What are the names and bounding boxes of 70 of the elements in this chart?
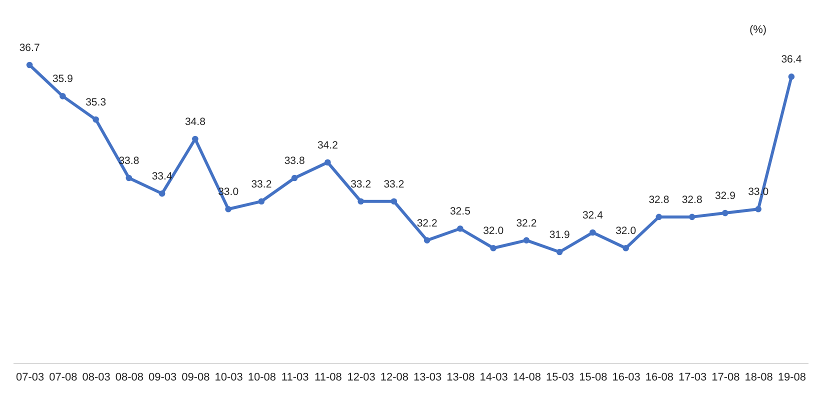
x-tick-label: 11-08 xyxy=(314,372,342,384)
point xyxy=(656,214,662,220)
x-tick-label: 15-08 xyxy=(579,372,608,384)
data-label: 32.0 xyxy=(483,225,504,238)
x-tick-label: 08-03 xyxy=(82,372,110,384)
point xyxy=(622,244,629,252)
point xyxy=(722,210,728,216)
x-tick-label: 16-08 xyxy=(645,372,674,384)
data-label: 33.4 xyxy=(152,170,172,183)
text: (%) xyxy=(749,24,767,36)
data-label: 35.3 xyxy=(86,96,106,109)
x-tick-label: 07-08 xyxy=(49,372,78,384)
x-tick-label: 17-08 xyxy=(712,372,740,384)
point xyxy=(457,225,464,232)
x-tick-label: 09-08 xyxy=(182,372,210,384)
point xyxy=(523,237,530,244)
x-tick-label: 12-03 xyxy=(347,372,376,384)
data-label: 36.4 xyxy=(781,54,802,66)
data-label: 32.8 xyxy=(648,194,670,206)
data-label: 32.2 xyxy=(416,217,438,230)
x-tick-label: 17-03 xyxy=(678,372,707,384)
x-tick-label: 19-08 xyxy=(778,372,806,384)
data-label: 31.9 xyxy=(549,229,570,241)
data-label: 33.2 xyxy=(384,178,404,190)
data-label: 36.7 xyxy=(19,42,40,54)
x-tick-label: 09-03 xyxy=(148,372,177,384)
point xyxy=(390,198,398,205)
point xyxy=(788,74,795,80)
x-tick-label: 08-08 xyxy=(115,372,144,384)
x-tick-label: 10-03 xyxy=(214,372,243,384)
x-tick-label: 14-08 xyxy=(512,372,542,384)
data-label: 32.8 xyxy=(682,194,702,206)
point xyxy=(60,93,66,100)
x-tick-label: 14-03 xyxy=(480,372,508,384)
point xyxy=(324,159,331,166)
point xyxy=(258,198,265,205)
data-label: 34.8 xyxy=(184,116,206,128)
point xyxy=(490,244,496,252)
point xyxy=(755,206,762,212)
data-label: 32.0 xyxy=(616,225,636,238)
x-tick-label: 07-03 xyxy=(16,372,44,384)
data-label: 32.2 xyxy=(516,217,537,230)
point xyxy=(291,174,298,182)
point xyxy=(590,229,596,236)
point xyxy=(424,237,430,244)
x-tick-label: 10-08 xyxy=(248,372,276,384)
data-label: 33.8 xyxy=(284,154,305,167)
point xyxy=(192,136,198,142)
x-tick-label: 13-08 xyxy=(446,372,475,384)
x-tick-label: 18-08 xyxy=(744,372,773,384)
x-tick-label: 12-08 xyxy=(380,372,409,384)
data-label: 32.9 xyxy=(714,190,736,202)
data-label: 35.9 xyxy=(52,73,74,86)
point xyxy=(358,198,364,205)
point xyxy=(158,190,166,197)
data-label: 32.5 xyxy=(450,206,471,218)
data-label: 33.2 xyxy=(251,178,272,190)
point xyxy=(92,116,99,123)
x-tick-label: 13-03 xyxy=(413,372,442,384)
data-label: 33.2 xyxy=(350,178,372,190)
data-label: 32.4 xyxy=(582,210,604,222)
point xyxy=(225,206,232,212)
x-tick-label: 11-03 xyxy=(281,372,309,384)
point xyxy=(26,62,33,68)
point xyxy=(126,174,132,182)
x-tick-label: 15-03 xyxy=(546,372,574,384)
point xyxy=(556,248,563,256)
data-label: 34.2 xyxy=(317,139,338,152)
point xyxy=(688,214,696,220)
x-tick-label: 16-03 xyxy=(612,372,640,384)
